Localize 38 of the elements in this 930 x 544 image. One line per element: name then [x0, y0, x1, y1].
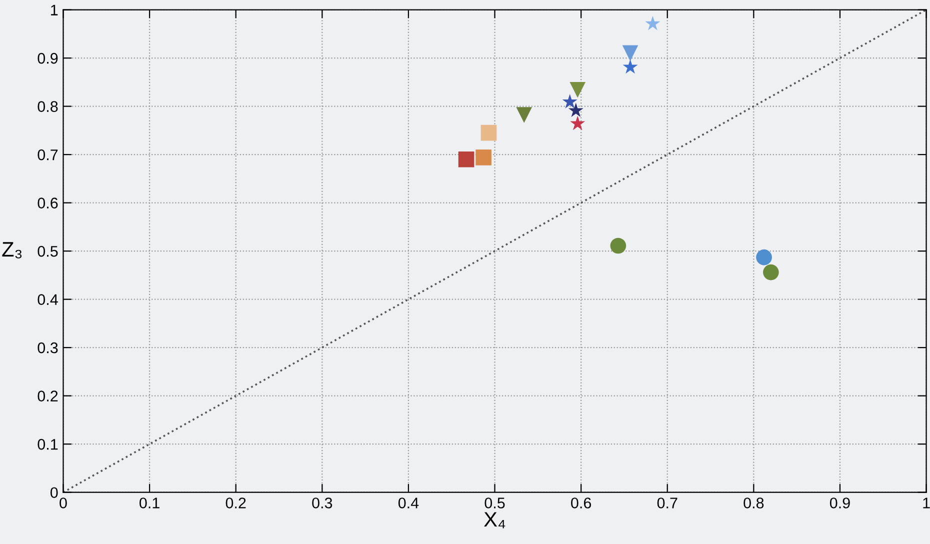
- point: [610, 238, 626, 254]
- y-tick-label: 0.9: [38, 52, 58, 64]
- y-tick-label: 0.2: [38, 390, 58, 402]
- y-tick-label: 0.5: [38, 246, 58, 257]
- x-tick-label: 0.3: [312, 498, 332, 508]
- point: [562, 94, 578, 108]
- y-tick-label: 0.3: [38, 342, 58, 354]
- point: [622, 45, 638, 62]
- point: [458, 151, 474, 168]
- x-tick-label: 1: [923, 498, 930, 508]
- y-tick-label: 0.7: [38, 149, 58, 160]
- x-tick-label: 0.6: [571, 498, 592, 508]
- point: [645, 16, 660, 30]
- point: [622, 59, 638, 74]
- y-tick-label: 0.4: [38, 294, 58, 305]
- point: [570, 116, 586, 130]
- y-tick-label: 0: [50, 487, 58, 498]
- x-tick-label: 0.4: [398, 498, 419, 508]
- x-tick-label: 0.1: [140, 498, 160, 508]
- x-tick-label: 0.7: [657, 498, 678, 508]
- x-axis-title: X₄: [484, 512, 506, 528]
- y-tick-label: 0.8: [38, 101, 58, 112]
- point: [476, 150, 492, 166]
- y-axis-title: Z₃: [2, 242, 22, 258]
- point: [516, 107, 532, 123]
- y-tick-label: 0.6: [38, 198, 58, 208]
- x-tick-label: 0: [60, 498, 67, 508]
- point: [568, 102, 584, 118]
- point: [480, 124, 497, 141]
- point: [756, 249, 772, 266]
- point: [763, 264, 779, 280]
- x-tick-label: 0.5: [484, 498, 505, 508]
- x-tick-label: 0.2: [226, 498, 246, 508]
- point: [570, 82, 586, 98]
- x-tick-label: 0.9: [830, 498, 850, 508]
- y-tick-label: 0.1: [38, 438, 58, 450]
- x-tick-label: 0.8: [744, 498, 764, 508]
- y-tick-label: 1: [51, 4, 58, 16]
